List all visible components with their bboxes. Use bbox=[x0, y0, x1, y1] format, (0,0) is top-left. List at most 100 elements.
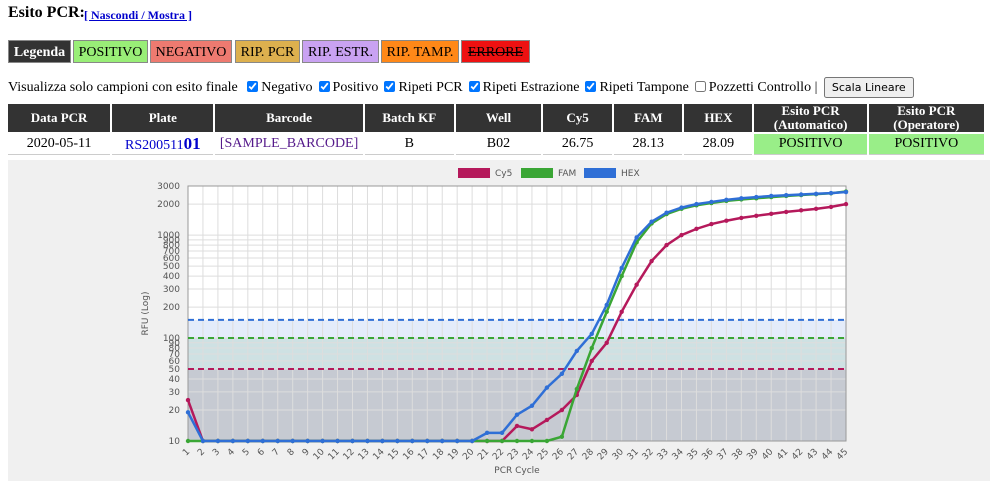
legend-swatch bbox=[584, 168, 616, 178]
legend-item: RIP. ESTR. bbox=[302, 40, 379, 63]
y-tick-label: 3000 bbox=[157, 182, 180, 192]
point bbox=[559, 371, 565, 376]
legend-swatch bbox=[521, 168, 553, 178]
y-tick-label: 70 bbox=[169, 350, 181, 360]
point bbox=[634, 282, 639, 287]
point bbox=[724, 197, 729, 203]
point bbox=[529, 403, 535, 408]
point bbox=[544, 417, 550, 423]
results-table: Data PCR Plate Barcode Batch KF Well Cy5 FAM HE… bbox=[6, 102, 986, 157]
checkbox[interactable] bbox=[318, 81, 330, 92]
barcode-link[interactable]: [SAMPLE_BARCODE] bbox=[219, 136, 359, 151]
point bbox=[754, 213, 759, 219]
point bbox=[619, 273, 624, 279]
point bbox=[185, 438, 191, 444]
scale-button[interactable]: Scala Lineare bbox=[823, 77, 914, 98]
point bbox=[529, 438, 535, 444]
point bbox=[783, 209, 789, 215]
y-tick-label: 100 bbox=[163, 334, 180, 344]
y-tick-label: 400 bbox=[163, 272, 180, 282]
table-cell: B02 bbox=[455, 134, 542, 155]
point bbox=[679, 205, 684, 210]
checkbox-label: Pozzetti Controllo bbox=[708, 80, 812, 95]
y-tick-label: 800 bbox=[163, 241, 180, 251]
point bbox=[634, 235, 639, 240]
point bbox=[604, 340, 609, 345]
legend-label: Cy5 bbox=[495, 169, 512, 179]
x-tick-label: 5 bbox=[241, 447, 252, 458]
plate-suffix: 01 bbox=[183, 134, 201, 153]
column-header: Well bbox=[455, 104, 542, 132]
legend-item: RIP. PCR bbox=[235, 40, 300, 63]
legend-label: FAM bbox=[558, 169, 576, 179]
point bbox=[425, 438, 430, 444]
x-tick-label: 4 bbox=[226, 447, 237, 458]
point bbox=[260, 438, 265, 444]
point bbox=[843, 201, 849, 207]
x-tick-label: 8 bbox=[286, 447, 297, 458]
column-header: Barcode bbox=[215, 104, 363, 132]
point bbox=[619, 309, 624, 314]
point bbox=[514, 412, 520, 417]
table-cell: POSITIVO bbox=[868, 134, 984, 155]
table-cell: 28.13 bbox=[614, 134, 683, 155]
checkbox[interactable] bbox=[585, 81, 597, 92]
checkbox[interactable] bbox=[468, 81, 480, 92]
point bbox=[589, 331, 594, 336]
table-cell: 28.09 bbox=[684, 134, 753, 155]
plate-link[interactable]: RS20051101 bbox=[125, 134, 201, 153]
legend-item: ERRORE bbox=[461, 40, 530, 63]
point bbox=[694, 226, 699, 232]
point bbox=[798, 208, 804, 213]
x-tick-label: 9 bbox=[301, 447, 312, 458]
point bbox=[828, 190, 834, 196]
point bbox=[589, 345, 594, 351]
point bbox=[694, 201, 699, 207]
point bbox=[709, 199, 714, 205]
point bbox=[185, 410, 191, 415]
table-cell: POSITIVO bbox=[754, 134, 867, 155]
point bbox=[350, 438, 355, 444]
point bbox=[664, 242, 669, 248]
point bbox=[619, 265, 624, 271]
x-tick-label: 1 bbox=[181, 447, 192, 458]
x-tick-label: 7 bbox=[271, 447, 282, 458]
point bbox=[843, 189, 849, 195]
column-header: Data PCR bbox=[8, 104, 111, 132]
table-cell: 26.75 bbox=[543, 134, 613, 155]
checkbox[interactable] bbox=[384, 81, 396, 92]
y-tick-label: 500 bbox=[163, 262, 180, 272]
point bbox=[230, 438, 236, 444]
point bbox=[574, 386, 580, 392]
point bbox=[769, 211, 774, 217]
point bbox=[275, 438, 280, 444]
point bbox=[499, 430, 505, 436]
legend-item: POSITIVO bbox=[73, 40, 148, 63]
point bbox=[604, 309, 609, 314]
column-header: Esito PCR (Operatore) bbox=[868, 104, 984, 132]
checkbox-label: Ripeti Tampone bbox=[599, 80, 689, 95]
y-tick-label: 10 bbox=[169, 437, 181, 447]
legend-item: RIP. TAMP. bbox=[381, 40, 459, 63]
point bbox=[335, 438, 340, 444]
point bbox=[559, 434, 565, 439]
point bbox=[783, 193, 789, 198]
point bbox=[514, 438, 520, 444]
y-tick-label: 80 bbox=[169, 344, 181, 354]
checkbox[interactable] bbox=[247, 81, 259, 92]
point bbox=[739, 196, 744, 201]
legend-item: NEGATIVO bbox=[150, 40, 232, 63]
y-tick-label: 2000 bbox=[157, 200, 180, 210]
filter-options: Negativo Positivo Ripeti PCR Ripeti Estrazi… bbox=[241, 80, 811, 95]
legend-label: HEX bbox=[621, 169, 640, 179]
point bbox=[185, 397, 191, 403]
point bbox=[395, 438, 400, 444]
y-tick-label: 90 bbox=[169, 339, 181, 349]
y-tick-label: 20 bbox=[169, 406, 181, 416]
legend-title: Legenda bbox=[8, 40, 71, 63]
legend-swatch bbox=[458, 168, 490, 178]
checkbox[interactable] bbox=[694, 81, 706, 92]
toggle-link[interactable]: [ Nascondi / Mostra ] bbox=[84, 8, 192, 22]
point bbox=[529, 427, 535, 432]
